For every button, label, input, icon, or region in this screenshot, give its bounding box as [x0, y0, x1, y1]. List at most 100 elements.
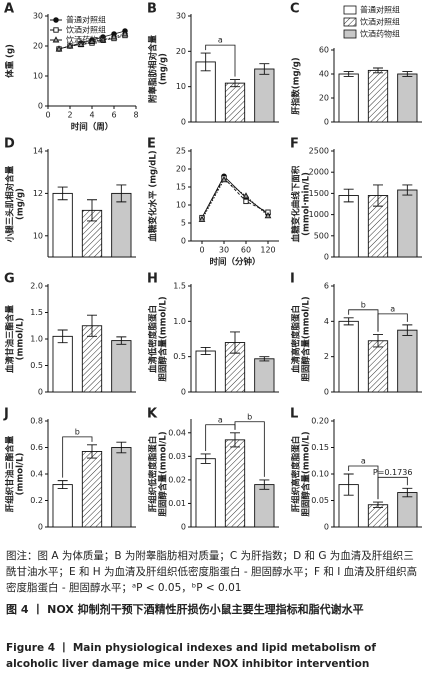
- error-bar: [200, 52, 211, 72]
- caption-note: 图注：图 A 为体质量；B 为附睾脂肪相对质量；C 为肝指数；D 和 G 为血清…: [6, 550, 418, 594]
- y-tick-label: 2500: [309, 147, 329, 156]
- error-bar: [402, 71, 413, 77]
- y-tick-label: 0.20: [311, 417, 329, 426]
- legend-swatch: [343, 17, 357, 27]
- error-bar: [373, 67, 383, 74]
- x-tick-label: 4: [89, 111, 94, 120]
- y-axis-label: 血糖变化曲线下面积: [291, 165, 302, 242]
- y-tick-label: 0: [38, 102, 43, 111]
- y-tick-label: 1.0: [173, 317, 186, 326]
- y-axis-label: 胆固醇含量(mmol/L): [158, 431, 169, 517]
- y-tick-label: 0.10: [311, 470, 329, 479]
- bar: [254, 68, 275, 123]
- error-bar: [57, 329, 68, 344]
- y-tick-label: 0.01: [168, 499, 186, 508]
- x-tick-label: 0: [45, 111, 50, 120]
- y-tick-label: 15: [176, 183, 186, 192]
- error-bar: [200, 453, 211, 464]
- bar: [111, 447, 132, 528]
- y-axis-label: 肝组织高密度脂蛋白: [291, 436, 302, 513]
- bar: [338, 73, 359, 123]
- y-tick-label: 0.15: [311, 443, 329, 452]
- series-line: [201, 177, 269, 218]
- y-tick-label: 0: [38, 388, 43, 397]
- error-bar: [402, 184, 413, 196]
- point: [198, 215, 206, 222]
- x-tick-label: 120: [260, 246, 275, 255]
- y-tick-label: 30: [176, 12, 186, 21]
- legend-label: 饮酒药物组: [66, 35, 106, 45]
- point: [66, 42, 74, 49]
- error-bar: [343, 317, 354, 326]
- point: [77, 40, 85, 47]
- error-bar: [259, 356, 270, 362]
- y-tick-label: 10: [176, 201, 186, 210]
- significance-label: a: [390, 304, 395, 313]
- y-tick-label: 1000: [309, 210, 329, 219]
- y-axis-label: 肝组织甘油三酯含量: [5, 435, 16, 512]
- y-axis-label: 体重 (g): [5, 44, 16, 78]
- error-bar: [230, 79, 240, 88]
- bar: [397, 492, 418, 528]
- bar: [195, 350, 216, 393]
- legend-label: 饮酒对照组: [66, 25, 106, 35]
- y-tick-label: 0.2: [30, 496, 43, 505]
- error-bar: [116, 441, 127, 454]
- y-tick-label: 0: [181, 388, 186, 397]
- panel-label: G: [4, 272, 15, 287]
- y-tick-label: 0: [324, 253, 329, 262]
- legend-marker: [52, 36, 60, 43]
- y-tick-label: 1.0: [30, 335, 43, 344]
- x-axis-label: 时间（周）: [71, 122, 114, 133]
- point: [88, 37, 96, 44]
- y-tick-label: 0.4: [30, 470, 43, 479]
- y-tick-label: 20: [33, 42, 43, 51]
- legend-swatch: [343, 5, 357, 15]
- error-bar: [402, 487, 413, 498]
- panel-label: H: [147, 272, 158, 287]
- panel-label: I: [290, 272, 295, 287]
- legend-marker: [53, 27, 59, 33]
- y-axis-label: 血清低密度脂蛋白: [148, 305, 159, 373]
- legend-label: 饮酒对照组: [360, 17, 400, 27]
- bar: [338, 320, 359, 393]
- significance-label: b: [247, 412, 252, 421]
- error-bar: [343, 473, 354, 496]
- x-tick-label: 2: [67, 111, 72, 120]
- panel-label: A: [4, 2, 14, 17]
- y-axis-label: (mmol·min/L): [302, 172, 312, 236]
- x-axis-label: 时间（分钟）: [209, 257, 260, 268]
- bar: [224, 439, 246, 528]
- y-tick-label: 1.5: [173, 282, 186, 291]
- series-line: [201, 179, 269, 220]
- y-tick-label: 6: [324, 282, 329, 291]
- y-axis-label: 肝指数(mg/g): [291, 57, 302, 115]
- y-tick-label: 0: [324, 388, 329, 397]
- point: [243, 198, 249, 205]
- x-tick-label: 0: [199, 246, 204, 255]
- bar: [397, 329, 418, 393]
- error-bar: [259, 63, 270, 75]
- significance-bracket: [377, 476, 408, 500]
- y-tick-label: 25: [176, 147, 186, 156]
- bar: [52, 335, 73, 393]
- bar: [254, 484, 275, 528]
- y-tick-label: 0: [38, 523, 43, 532]
- point: [220, 176, 228, 183]
- significance-bracket: [62, 436, 93, 478]
- significance-bracket: [234, 421, 265, 477]
- bar: [111, 192, 132, 258]
- significance-label: P=0.1736: [373, 468, 413, 477]
- panel-label: D: [4, 137, 15, 152]
- error-bar: [116, 336, 127, 345]
- y-tick-label: 4: [324, 317, 329, 326]
- y-axis-label: (mg/g): [16, 188, 26, 220]
- error-bar: [373, 184, 383, 207]
- y-tick-label: 0: [181, 523, 186, 532]
- panel-label: E: [147, 137, 156, 152]
- y-tick-label: 30: [33, 12, 43, 21]
- y-axis-label: 血清甘油三酯含量: [5, 305, 16, 374]
- legend-swatch: [343, 29, 357, 39]
- y-tick-label: 12: [33, 189, 43, 198]
